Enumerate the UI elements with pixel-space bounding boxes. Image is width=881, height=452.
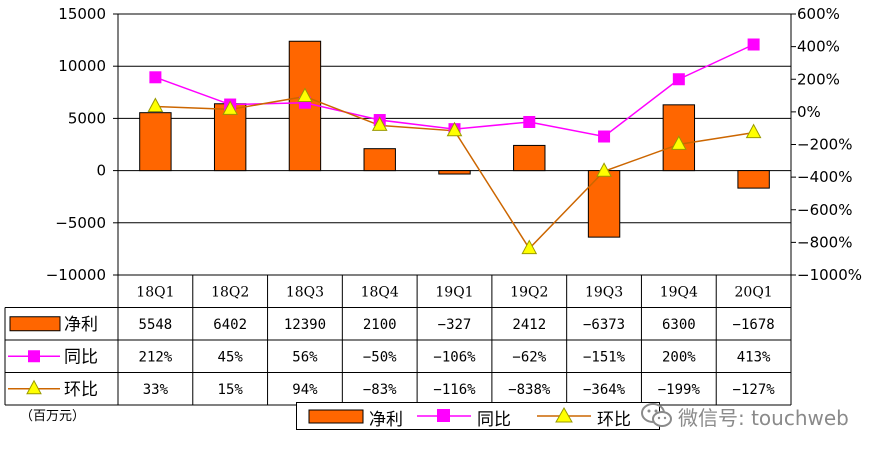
table-cell: −116% bbox=[433, 382, 476, 398]
table-cell: −199% bbox=[658, 382, 701, 398]
unit-note: （百万元） bbox=[20, 409, 86, 424]
table-cell: 56% bbox=[292, 349, 318, 365]
right-axis-tick-label: −200% bbox=[797, 136, 852, 154]
legend-swatch-bar bbox=[308, 409, 364, 424]
category-label: 18Q1 bbox=[136, 284, 174, 300]
left-axis-tick-label: 15000 bbox=[58, 5, 106, 23]
table-cell: 212% bbox=[139, 349, 173, 365]
legend-label: 环比 bbox=[597, 410, 631, 430]
left-axis-tick-label: 5000 bbox=[68, 109, 106, 127]
bar bbox=[587, 170, 621, 238]
table-cell: 5548 bbox=[139, 317, 173, 333]
right-axis-tick-label: 600% bbox=[797, 5, 840, 23]
data-point-square bbox=[523, 115, 536, 128]
table-cell: 12390 bbox=[284, 317, 326, 333]
data-point-square bbox=[747, 38, 760, 51]
category-label: 19Q1 bbox=[435, 284, 473, 300]
table-cell: −50% bbox=[363, 349, 397, 365]
table-cell: 6300 bbox=[662, 317, 696, 333]
right-axis-tick-label: −400% bbox=[797, 168, 852, 186]
category-label: 20Q1 bbox=[735, 284, 773, 300]
data-point-triangle bbox=[147, 97, 164, 112]
legend-swatch-square-marker bbox=[417, 409, 471, 422]
data-point-triangle bbox=[371, 116, 388, 131]
table-cell: 6402 bbox=[213, 317, 247, 333]
category-label: 18Q3 bbox=[286, 284, 324, 300]
table-cell: −106% bbox=[433, 349, 476, 365]
table-row-label: 同比 bbox=[64, 347, 98, 367]
data-point-triangle bbox=[670, 135, 687, 150]
table-cell: −1678 bbox=[733, 317, 775, 333]
category-label: 19Q3 bbox=[585, 284, 623, 300]
left-axis-tick-label: 0 bbox=[96, 162, 106, 180]
table-cell: −838% bbox=[508, 382, 551, 398]
left-axis-tick-label: −10000 bbox=[46, 266, 106, 284]
right-axis-tick-label: −800% bbox=[797, 233, 852, 251]
table-cell: −151% bbox=[583, 349, 626, 365]
bar bbox=[438, 170, 471, 175]
table-key-triangle bbox=[26, 379, 42, 395]
table-cell: −83% bbox=[363, 382, 397, 398]
table-row-label: 环比 bbox=[64, 380, 98, 400]
category-label: 18Q2 bbox=[211, 284, 249, 300]
table-cell: −364% bbox=[583, 382, 626, 398]
data-point-triangle bbox=[745, 123, 762, 139]
category-label: 19Q2 bbox=[510, 284, 548, 300]
right-axis-tick-label: 200% bbox=[797, 70, 840, 88]
table-cell: 413% bbox=[737, 349, 771, 365]
category-label: 18Q4 bbox=[361, 284, 399, 300]
data-point-square bbox=[598, 130, 611, 143]
table-cell: 200% bbox=[662, 349, 696, 365]
bar bbox=[363, 148, 396, 172]
table-key-bar bbox=[9, 316, 61, 332]
table-key-square bbox=[28, 350, 40, 363]
table-cell: −327 bbox=[438, 317, 472, 333]
legend-swatch-triangle-marker bbox=[537, 406, 591, 423]
table-cell: −62% bbox=[512, 349, 546, 365]
data-point-triangle bbox=[446, 121, 463, 137]
right-axis-tick-label: −600% bbox=[797, 201, 852, 219]
left-axis-tick-label: −5000 bbox=[55, 214, 106, 232]
table-cell: 15% bbox=[218, 382, 244, 398]
data-point-triangle bbox=[596, 162, 612, 177]
legend-label: 净利 bbox=[369, 410, 403, 430]
legend-label: 同比 bbox=[477, 410, 511, 430]
left-axis-tick-label: 10000 bbox=[58, 57, 106, 75]
legend: 净利 同比 环比 bbox=[296, 402, 660, 430]
table-cell: 94% bbox=[292, 382, 318, 398]
bar bbox=[139, 112, 172, 172]
table-cell: 45% bbox=[218, 349, 244, 365]
table-cell: −6373 bbox=[583, 317, 625, 333]
wechat-icon bbox=[641, 403, 672, 427]
bar bbox=[737, 170, 770, 189]
data-point-triangle bbox=[521, 239, 538, 255]
right-axis-tick-label: −1000% bbox=[797, 266, 862, 284]
table-cell: −127% bbox=[733, 382, 776, 398]
category-label: 19Q4 bbox=[660, 284, 698, 300]
right-axis-tick-label: 0% bbox=[797, 103, 821, 121]
table-cell: 2100 bbox=[363, 317, 397, 333]
data-point-square bbox=[672, 73, 685, 86]
table-row-label: 净利 bbox=[64, 315, 98, 335]
data-point-triangle bbox=[222, 100, 239, 115]
right-axis-tick-label: 400% bbox=[797, 38, 840, 56]
data-point-triangle bbox=[297, 87, 313, 103]
watermark-text: 微信号: touchweb bbox=[678, 406, 849, 430]
table-cell: 33% bbox=[143, 382, 169, 398]
data-point-square bbox=[149, 71, 162, 84]
table-cell: 2412 bbox=[512, 317, 546, 333]
bar bbox=[513, 144, 546, 172]
